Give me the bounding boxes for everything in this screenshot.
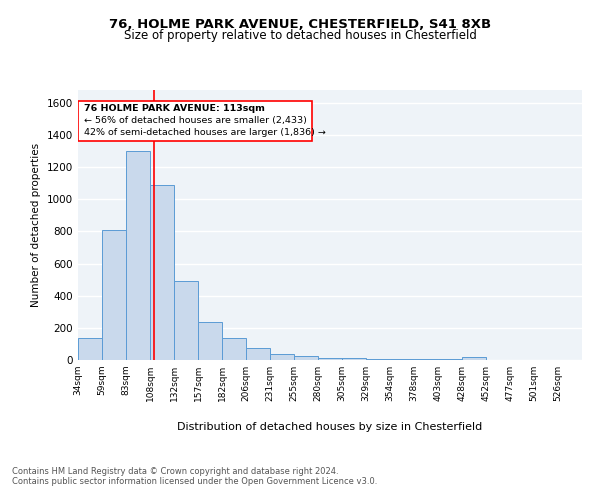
Y-axis label: Number of detached properties: Number of detached properties xyxy=(31,143,41,307)
Bar xyxy=(198,322,222,360)
Text: Distribution of detached houses by size in Chesterfield: Distribution of detached houses by size … xyxy=(178,422,482,432)
Bar xyxy=(390,359,414,360)
Text: Contains public sector information licensed under the Open Government Licence v3: Contains public sector information licen… xyxy=(12,477,377,486)
Bar xyxy=(174,281,198,360)
Bar xyxy=(438,359,462,360)
Text: Contains HM Land Registry data © Crown copyright and database right 2024.: Contains HM Land Registry data © Crown c… xyxy=(12,467,338,476)
Text: 76 HOLME PARK AVENUE: 113sqm: 76 HOLME PARK AVENUE: 113sqm xyxy=(84,104,265,113)
Bar xyxy=(102,230,126,360)
Text: Size of property relative to detached houses in Chesterfield: Size of property relative to detached ho… xyxy=(124,29,476,42)
Text: 76, HOLME PARK AVENUE, CHESTERFIELD, S41 8XB: 76, HOLME PARK AVENUE, CHESTERFIELD, S41… xyxy=(109,18,491,30)
Bar xyxy=(342,358,366,360)
FancyBboxPatch shape xyxy=(78,101,312,141)
Bar xyxy=(78,338,102,360)
Text: 42% of semi-detached houses are larger (1,836) →: 42% of semi-detached houses are larger (… xyxy=(84,128,326,137)
Bar xyxy=(462,357,486,360)
Bar xyxy=(318,358,342,360)
Bar xyxy=(366,358,390,360)
Text: ← 56% of detached houses are smaller (2,433): ← 56% of detached houses are smaller (2,… xyxy=(84,116,307,125)
Bar xyxy=(294,356,318,360)
Bar xyxy=(222,338,246,360)
Bar xyxy=(126,151,150,360)
Bar xyxy=(150,185,174,360)
Bar xyxy=(270,354,294,360)
Bar xyxy=(246,348,270,360)
Bar xyxy=(414,359,438,360)
